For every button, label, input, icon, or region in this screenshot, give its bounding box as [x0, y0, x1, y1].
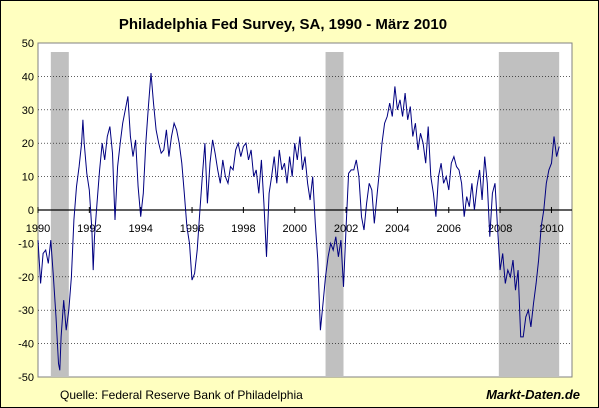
x-tick-label: 2004 — [385, 223, 409, 235]
x-tick-label: 1992 — [77, 223, 101, 235]
y-tick-label: 0 — [28, 205, 34, 217]
recession-band — [498, 52, 560, 377]
x-tick-label: 1996 — [180, 223, 204, 235]
y-tick-label: -20 — [18, 272, 34, 284]
x-tick-label: 2010 — [539, 223, 563, 235]
x-axis: 1990 1992 1994 1996 1998 2000 2002 2004 2006 2008… — [26, 207, 564, 235]
y-tick-label: -30 — [18, 305, 34, 317]
y-tick-label: -50 — [18, 372, 34, 384]
y-tick-label: 10 — [22, 172, 34, 184]
recession-band — [325, 52, 344, 377]
chart-title: Philadelphia Fed Survey, SA, 1990 - März… — [119, 16, 447, 33]
recession-band — [50, 52, 69, 377]
y-tick-label: -40 — [18, 339, 34, 351]
source-note: Quelle: Federal Reserve Bank of Philadel… — [60, 388, 303, 402]
y-tick-label: 20 — [22, 138, 34, 150]
y-axis: 50 40 30 20 10 0 -10 -20 -30 -40 -50 — [18, 38, 34, 384]
y-tick-label: 50 — [22, 38, 34, 50]
y-tick-label: -10 — [18, 238, 34, 250]
x-tick-label: 1998 — [231, 223, 255, 235]
x-tick-label: 1994 — [128, 223, 152, 235]
series-layer — [37, 73, 560, 371]
gridlines — [38, 76, 572, 344]
x-tick-label: 2008 — [488, 223, 512, 235]
brand-logo: Markt-Daten.de — [486, 387, 580, 402]
x-tick-label: 2006 — [437, 223, 461, 235]
x-tick-label: 1990 — [26, 223, 50, 235]
y-tick-label: 30 — [22, 105, 34, 117]
series-line — [37, 73, 560, 371]
y-tick-label: 40 — [22, 71, 34, 83]
recession-bands — [50, 52, 560, 377]
x-tick-label: 2000 — [282, 223, 306, 235]
